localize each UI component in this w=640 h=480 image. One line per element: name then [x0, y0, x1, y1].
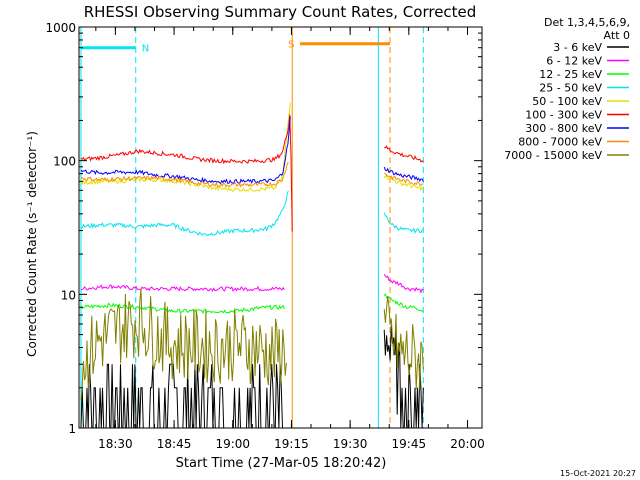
series-3-segment-0 [80, 190, 289, 236]
series-7-segment-0 [80, 161, 289, 188]
series-4-segment-1 [383, 173, 424, 192]
series-2-segment-1 [383, 293, 424, 313]
legend-label-1: 6 - 12 keV [546, 55, 602, 68]
legend-label-3: 25 - 50 keV [539, 82, 602, 95]
x-tick-label: 19:15 [274, 437, 309, 451]
legend-label-8: 7000 - 15000 keV [504, 149, 602, 162]
series-2 [80, 293, 424, 315]
x-tick-label: 19:00 [215, 437, 250, 451]
series-8 [80, 288, 424, 401]
y-tick-label: 10 [61, 288, 76, 302]
legend-label-0: 3 - 6 keV [553, 41, 602, 54]
x-tick-label: 19:30 [333, 437, 368, 451]
series-3 [80, 190, 424, 236]
series-1 [80, 274, 424, 294]
legend-label-6: 300 - 800 keV [525, 122, 602, 135]
x-axis-label: Start Time (27-Mar-05 18:20:42) [176, 456, 387, 471]
legend-header-line1: Det 1,3,4,5,6,9, [544, 16, 630, 29]
series-5-segment-1 [383, 145, 424, 163]
annotation-label-0: N [142, 44, 149, 55]
series-6-segment-0 [80, 116, 291, 185]
series-0-segment-0 [80, 363, 283, 429]
series-4 [80, 102, 424, 192]
series-8-segment-1 [383, 296, 424, 390]
y-axis-label: Corrected Count Rate (s⁻¹ detector⁻¹) [25, 131, 39, 357]
chart-title: RHESSI Observing Summary Count Rates, Co… [84, 3, 477, 21]
series-1-segment-0 [80, 284, 285, 292]
x-tick-label: 19:45 [392, 437, 427, 451]
y-tick-label: 100 [53, 155, 76, 169]
series-1-segment-1 [383, 274, 424, 294]
series-2-segment-0 [80, 302, 285, 315]
axes: 1 10 100 1000 18:30 18:45 19:00 19:15 19:30 19:45… [45, 21, 484, 451]
y-tick-label: 1 [68, 422, 76, 436]
series-8-segment-0 [80, 288, 287, 401]
series-6-segment-1 [383, 166, 424, 182]
x-tick-label: 20:00 [450, 437, 485, 451]
legend-label-2: 12 - 25 keV [539, 68, 602, 81]
y-tick-label: 1000 [45, 21, 76, 35]
series-3-segment-1 [383, 212, 424, 234]
legend-label-5: 100 - 300 keV [525, 109, 602, 122]
x-tick-label: 18:30 [98, 437, 133, 451]
series-7-segment-1 [384, 172, 424, 187]
timestamp: 15-Oct-2021 20:27 [560, 469, 636, 478]
series-6 [80, 116, 424, 185]
x-tick-label: 18:45 [157, 437, 192, 451]
series-7 [80, 161, 424, 188]
legend-label-4: 50 - 100 keV [532, 95, 602, 108]
series-layer [80, 102, 424, 429]
series-5 [80, 114, 424, 232]
legend-label-7: 800 - 7000 keV [518, 136, 602, 149]
series-4-segment-0 [80, 102, 291, 192]
legend-header-line2: Att 0 [604, 29, 630, 42]
annotation-label-1: S [288, 40, 294, 51]
series-5-segment-0 [80, 114, 293, 232]
plot-frame [78, 26, 483, 429]
